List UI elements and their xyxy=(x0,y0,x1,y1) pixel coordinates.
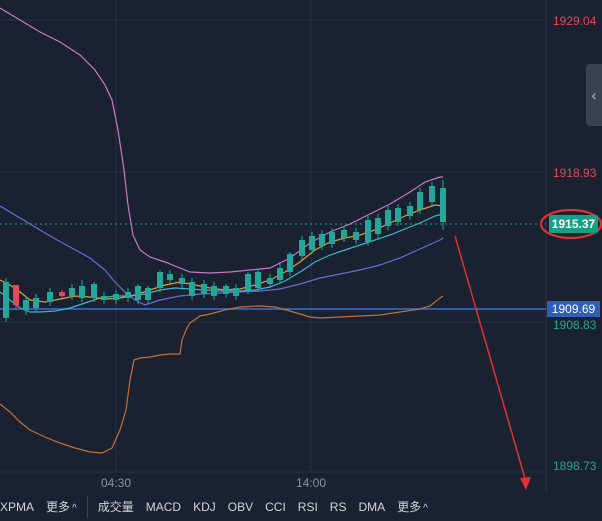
candle-body xyxy=(211,286,217,296)
candle-body xyxy=(417,192,423,210)
time-label-1: 04:30 xyxy=(101,476,132,490)
candle-body xyxy=(135,286,141,300)
collapse-panel-button[interactable]: ‹ xyxy=(586,64,602,126)
annotation-arrow-line xyxy=(454,235,527,483)
candle-body xyxy=(233,288,239,296)
candle-body xyxy=(407,206,413,216)
candle-body xyxy=(299,240,305,256)
time-label-2: 14:00 xyxy=(296,476,327,490)
annotation-arrow-head xyxy=(520,477,531,490)
candle-body xyxy=(33,298,39,308)
candle-body xyxy=(201,284,207,294)
more-label: 更多 xyxy=(397,500,422,514)
candle-body xyxy=(353,232,359,240)
candlestick-chart[interactable] xyxy=(0,0,602,492)
more-main-indicators-button[interactable]: 更多 ^ xyxy=(40,498,83,515)
more-sub-indicators-button[interactable]: 更多 ^ xyxy=(391,498,434,515)
candle-body xyxy=(79,286,85,298)
candle-body xyxy=(287,254,293,272)
candle-body xyxy=(3,282,9,318)
ma-line-blue xyxy=(0,205,444,306)
candle-body xyxy=(277,268,283,280)
candle-body xyxy=(23,300,29,310)
upper-band-line xyxy=(0,7,443,274)
candle-body xyxy=(245,274,251,290)
indicator-obv[interactable]: OBV xyxy=(227,499,254,514)
candle-body xyxy=(125,292,131,298)
current-price-badge: 1915.37 xyxy=(549,215,598,233)
annotation-circle xyxy=(539,208,602,240)
indicator-kdj[interactable]: KDJ xyxy=(193,499,216,514)
indicator-rsi[interactable]: RSI xyxy=(297,499,318,514)
candle-body xyxy=(255,272,261,288)
candle-body xyxy=(341,230,347,238)
candle-body xyxy=(113,294,119,300)
price-label-lower: 1908.83 xyxy=(553,318,597,332)
candle-body xyxy=(47,292,53,302)
indicator-cci[interactable]: CCI xyxy=(265,499,286,514)
indicator-xpma[interactable]: XPMA xyxy=(0,499,35,514)
candle-body xyxy=(13,285,19,305)
candle-body xyxy=(145,288,151,300)
candle-body xyxy=(167,274,173,280)
more-label: 更多 xyxy=(46,500,71,514)
candle-body xyxy=(69,288,75,296)
indicator-macd[interactable]: MACD xyxy=(145,499,182,514)
caret-up-icon: ^ xyxy=(423,503,428,514)
candle-body xyxy=(101,296,107,300)
candle-body xyxy=(59,292,65,296)
candle-body xyxy=(189,282,195,296)
candle-body xyxy=(223,286,229,294)
candle-body xyxy=(267,278,273,284)
candle-body xyxy=(429,186,435,202)
grid xyxy=(0,0,546,473)
candles xyxy=(3,180,446,322)
candle-body xyxy=(440,188,446,222)
candle-body xyxy=(319,234,325,246)
candle-body xyxy=(395,208,401,222)
indicator-rs[interactable]: RS xyxy=(329,499,347,514)
candle-body xyxy=(385,210,391,226)
horizontal-line-price-badge[interactable]: 1909.69 xyxy=(547,301,600,317)
candle-body xyxy=(375,218,381,234)
price-label-bottom: 1898.73 xyxy=(553,459,597,473)
candle-body xyxy=(365,220,371,242)
indicator-toolbar: XPMA 更多 ^ 成交量 MACD KDJ OBV CCI RSI RS DMA… xyxy=(0,492,602,521)
candle-body xyxy=(309,236,315,250)
candle-body xyxy=(157,272,163,288)
candle-body xyxy=(329,232,335,244)
indicator-dma[interactable]: DMA xyxy=(358,499,386,514)
price-label-top: 1929.04 xyxy=(553,14,597,28)
price-label-upper: 1918.93 xyxy=(553,166,597,180)
chevron-left-icon: ‹ xyxy=(591,87,597,103)
caret-up-icon: ^ xyxy=(72,503,77,514)
toolbar-divider xyxy=(86,495,88,518)
candle-body xyxy=(91,284,97,298)
indicator-volume[interactable]: 成交量 xyxy=(97,500,134,514)
candle-body xyxy=(179,278,185,284)
lower-band-line xyxy=(0,295,444,454)
